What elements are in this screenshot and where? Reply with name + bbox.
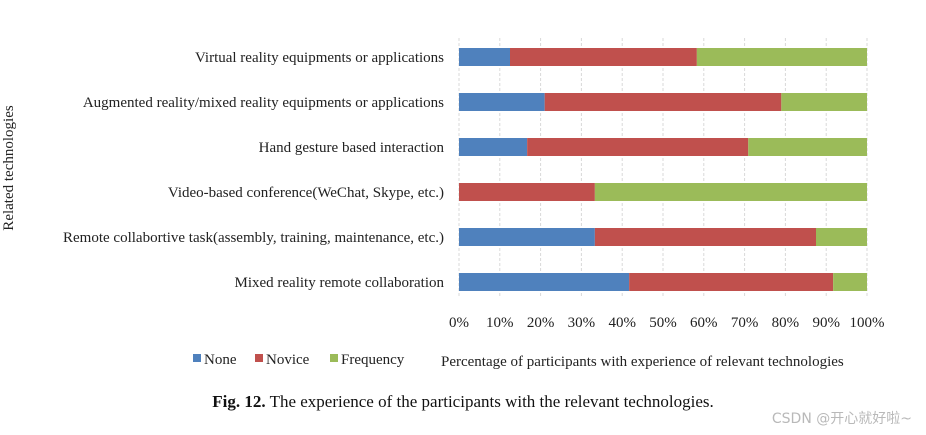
category-label: Hand gesture based interaction — [259, 140, 445, 156]
category-label: Augmented reality/mixed reality equipmen… — [83, 95, 444, 111]
category-label: Mixed reality remote collaboration — [234, 275, 444, 291]
figure-caption: Fig. 12. The experience of the participa… — [0, 392, 926, 412]
x-tick-label: 20% — [527, 315, 555, 331]
category-label: Remote collabortive task(assembly, train… — [63, 230, 444, 246]
legend-label-novice: Novice — [266, 352, 310, 368]
caption-label: Fig. 12. — [212, 392, 266, 411]
bar-none — [459, 138, 528, 156]
x-tick-label: 70% — [731, 315, 759, 331]
bar-frequency — [781, 93, 867, 111]
bar-frequency — [594, 183, 867, 201]
legend-swatch-frequency — [330, 354, 338, 362]
bar-frequency — [816, 228, 867, 246]
legend: None Novice Frequency — [193, 352, 405, 368]
x-axis-ticks: 0% 10% 20% 30% 40% 50% 60% 70% 80% 90% 100% — [449, 315, 885, 331]
bar-none — [459, 93, 545, 111]
y-axis-title: Related technologies — [1, 105, 17, 231]
stacked-bar-chart: Virtual reality equipments or applicatio… — [1, 38, 885, 370]
bar-novice — [459, 183, 595, 201]
bar-frequency — [833, 273, 867, 291]
x-axis-title: Percentage of participants with experien… — [441, 354, 844, 370]
bar-frequency — [696, 48, 867, 66]
gridlines — [458, 38, 868, 298]
x-tick-label: 100% — [850, 315, 885, 331]
bar-frequency — [748, 138, 867, 156]
x-tick-label: 30% — [568, 315, 596, 331]
bar-none — [459, 273, 630, 291]
x-tick-label: 50% — [649, 315, 677, 331]
legend-swatch-none — [193, 354, 201, 362]
bar-none — [459, 228, 595, 246]
x-tick-label: 80% — [772, 315, 800, 331]
x-tick-label: 60% — [690, 315, 718, 331]
bars — [459, 48, 867, 291]
x-tick-label: 40% — [608, 315, 636, 331]
category-label: Video-based conference(WeChat, Skype, et… — [168, 185, 444, 201]
category-labels: Virtual reality equipments or applicatio… — [63, 50, 444, 291]
watermark: CSDN @开心就好啦~ — [771, 411, 912, 427]
bar-novice — [510, 48, 697, 66]
x-tick-label: 0% — [449, 315, 469, 331]
caption-text: The experience of the participants with … — [269, 392, 714, 411]
bar-novice — [594, 228, 816, 246]
legend-swatch-novice — [255, 354, 263, 362]
x-tick-label: 10% — [486, 315, 514, 331]
bar-novice — [544, 93, 782, 111]
legend-label-none: None — [204, 352, 237, 368]
x-tick-label: 90% — [812, 315, 840, 331]
legend-label-frequency: Frequency — [341, 352, 405, 368]
bar-novice — [629, 273, 834, 291]
bar-novice — [527, 138, 749, 156]
category-label: Virtual reality equipments or applicatio… — [195, 50, 444, 66]
bar-none — [459, 48, 510, 66]
